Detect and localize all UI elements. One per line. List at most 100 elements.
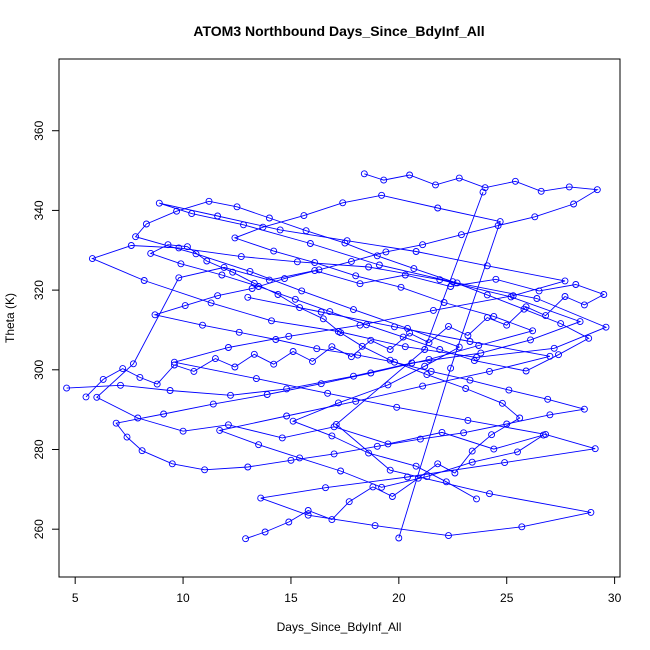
data-point <box>160 410 168 418</box>
data-point <box>542 312 550 320</box>
data-point <box>153 380 161 388</box>
data-point <box>410 265 418 273</box>
data-point <box>190 367 198 375</box>
data-point <box>127 242 135 249</box>
data-point <box>140 277 148 284</box>
data-point <box>367 336 375 344</box>
data-point <box>421 346 429 353</box>
data-point <box>572 281 580 288</box>
data-point <box>263 391 271 398</box>
data-point <box>481 184 489 192</box>
data-point <box>322 484 329 492</box>
data-point <box>257 494 265 502</box>
data-point <box>518 523 526 531</box>
data-point <box>168 460 176 468</box>
data-point <box>296 454 304 462</box>
data-point <box>142 220 150 228</box>
data-point <box>365 263 373 271</box>
x-tick-label: 10 <box>176 591 190 605</box>
data-point <box>237 253 245 261</box>
data-point <box>296 304 304 312</box>
data-point <box>436 346 444 353</box>
data-point <box>265 214 273 222</box>
data-point <box>304 507 312 514</box>
data-point <box>347 257 355 265</box>
x-axis-label: Days_Since_BdyInf_All <box>277 620 402 634</box>
data-point <box>244 463 252 471</box>
data-point <box>265 276 273 284</box>
data-point <box>99 375 107 383</box>
data-point <box>291 295 299 303</box>
chart-title: ATOM3 Northbound Days_Since_BdyInf_All <box>193 23 484 39</box>
data-point <box>427 367 435 375</box>
data-point <box>436 276 444 284</box>
data-point <box>93 393 101 401</box>
data-point <box>468 447 476 455</box>
data-point <box>416 435 424 443</box>
y-tick-label: 340 <box>32 200 46 220</box>
data-point <box>199 321 206 329</box>
x-tick-label: 25 <box>500 591 514 605</box>
data-point <box>166 387 174 394</box>
data-point <box>442 478 450 486</box>
data-point <box>406 171 414 179</box>
data-point <box>587 508 595 516</box>
y-tick-label: 280 <box>32 439 46 459</box>
data-point <box>205 197 213 205</box>
data-point <box>498 399 506 407</box>
data-point <box>283 385 291 393</box>
data-point <box>360 170 368 178</box>
data-point <box>181 302 189 310</box>
data-point <box>129 360 137 368</box>
data-point <box>229 268 237 276</box>
data-point <box>399 333 407 341</box>
data-point <box>434 204 442 212</box>
data-point <box>317 308 325 316</box>
data-point <box>285 518 293 526</box>
data-point <box>466 376 474 384</box>
data-point <box>183 243 191 251</box>
data-point <box>371 522 379 530</box>
data-point <box>565 183 573 191</box>
data-point <box>216 426 224 434</box>
data-point <box>468 458 476 466</box>
data-point <box>412 248 420 255</box>
data-point <box>211 355 219 363</box>
data-point <box>561 277 569 285</box>
data-point <box>432 181 439 189</box>
data-point <box>384 440 392 448</box>
data-point <box>425 339 433 347</box>
data-point <box>373 442 381 450</box>
data-point <box>447 364 455 372</box>
data-point <box>557 320 565 328</box>
data-point <box>479 188 487 196</box>
data-point <box>136 373 144 381</box>
data-point <box>255 283 263 290</box>
data-point <box>173 207 181 215</box>
data-point <box>404 473 411 481</box>
data-point <box>117 381 124 389</box>
data-point <box>328 432 336 440</box>
data-point <box>274 291 282 298</box>
data-point <box>179 427 187 435</box>
data-point <box>494 222 502 230</box>
data-point <box>419 382 427 390</box>
data-point <box>209 400 217 408</box>
data-point <box>423 473 431 481</box>
data-point <box>391 323 398 331</box>
data-point <box>328 516 336 524</box>
data-point <box>358 342 366 350</box>
data-point <box>300 212 308 220</box>
data-point <box>514 448 521 456</box>
data-point <box>546 352 554 360</box>
y-axis-label: Theta (K) <box>3 293 17 343</box>
data-point <box>520 305 528 313</box>
data-point <box>475 342 483 349</box>
y-tick-label: 300 <box>32 359 46 379</box>
data-point <box>337 467 345 475</box>
data-point <box>516 414 524 422</box>
data-point <box>470 357 478 365</box>
data-point <box>319 315 327 323</box>
